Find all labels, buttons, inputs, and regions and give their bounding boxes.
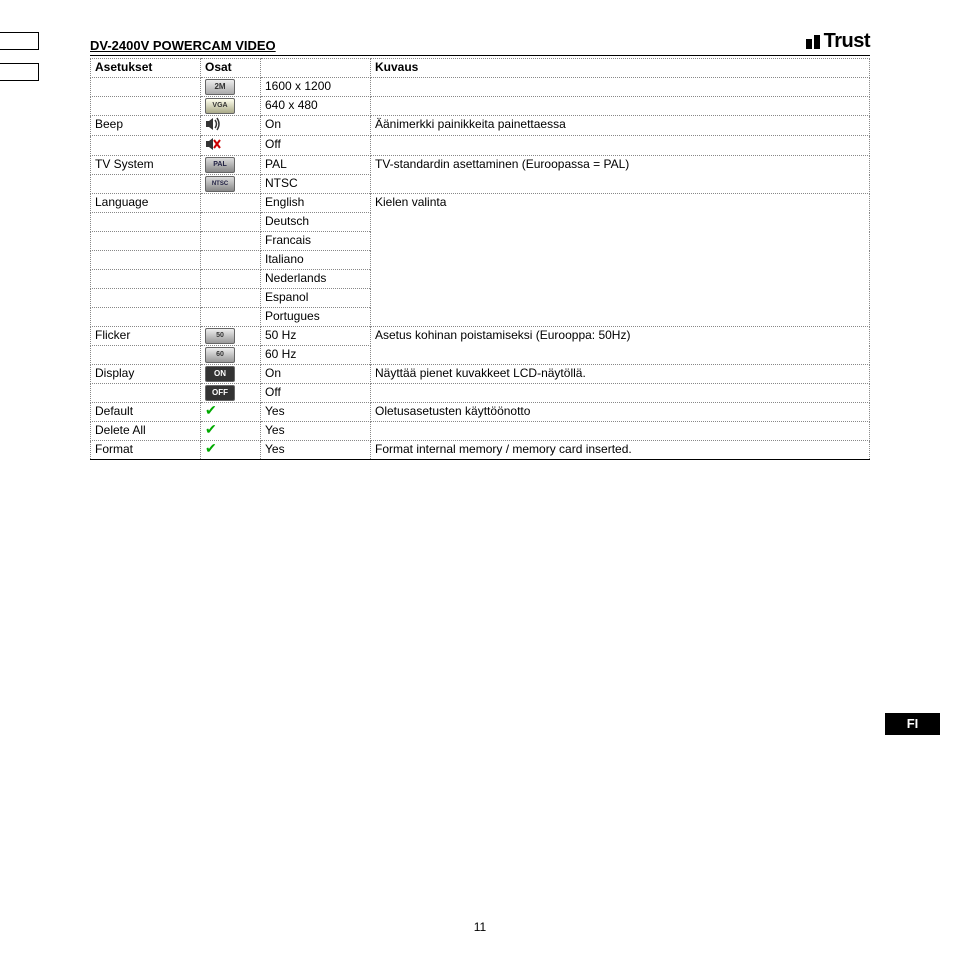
lang-it: Italiano <box>261 251 371 270</box>
check-icon: ✔ <box>205 421 217 437</box>
icon-on: ON <box>205 366 235 382</box>
check-icon: ✔ <box>205 402 217 418</box>
flicker-60: 60 Hz <box>261 346 371 365</box>
lang-de: Deutsch <box>261 213 371 232</box>
settings-table: Asetukset Osat Kuvaus 2M 1600 x 1200 VGA… <box>90 58 870 460</box>
format-yes: Yes <box>261 441 371 460</box>
language-badge: FI <box>885 713 940 735</box>
beep-off: Off <box>261 136 371 156</box>
speaker-off-icon <box>205 137 223 151</box>
lang-en: English <box>261 194 371 213</box>
default-desc: Oletusasetusten käyttöönotto <box>371 403 870 422</box>
brand-logo: Trust <box>806 30 870 53</box>
lang-es: Espanol <box>261 289 371 308</box>
product-title: DV-2400V POWERCAM VIDEO <box>90 38 276 53</box>
tvsys-pal: PAL <box>261 156 371 175</box>
icon-50hz: 50 <box>205 328 235 344</box>
icon-ntsc: NTSC <box>205 176 235 192</box>
row-default: Default <box>91 403 201 422</box>
col-asetukset: Asetukset <box>91 59 201 78</box>
res-1600: 1600 x 1200 <box>261 78 371 97</box>
row-tvsystem: TV System <box>91 156 201 175</box>
check-icon: ✔ <box>205 440 217 456</box>
icon-2m: 2M <box>205 79 235 95</box>
icon-60hz: 60 <box>205 347 235 363</box>
deleteall-yes: Yes <box>261 422 371 441</box>
row-beep: Beep <box>91 116 201 136</box>
default-yes: Yes <box>261 403 371 422</box>
row-format: Format <box>91 441 201 460</box>
lang-desc: Kielen valinta <box>371 194 870 327</box>
icon-vga: VGA <box>205 98 235 114</box>
res-640: 640 x 480 <box>261 97 371 116</box>
row-language: Language <box>91 194 201 213</box>
icon-pal: PAL <box>205 157 235 173</box>
lang-fr: Francais <box>261 232 371 251</box>
format-desc: Format internal memory / memory card ins… <box>371 441 870 460</box>
lang-pt: Portugues <box>261 308 371 327</box>
tvsys-ntsc: NTSC <box>261 175 371 194</box>
speaker-on-icon <box>205 117 223 131</box>
flicker-desc: Asetus kohinan poistamiseksi (Eurooppa: … <box>371 327 870 365</box>
page-number: 11 <box>0 920 960 934</box>
tvsys-desc: TV-standardin asettaminen (Euroopassa = … <box>371 156 870 194</box>
col-kuvaus: Kuvaus <box>371 59 870 78</box>
col-osat: Osat <box>201 59 261 78</box>
logo-text: Trust <box>824 30 870 53</box>
row-display: Display <box>91 365 201 384</box>
lang-nl: Nederlands <box>261 270 371 289</box>
beep-on: On <box>261 116 371 136</box>
row-deleteall: Delete All <box>91 422 201 441</box>
page-header: DV-2400V POWERCAM VIDEO Trust <box>90 30 870 56</box>
row-flicker: Flicker <box>91 327 201 346</box>
beep-desc: Äänimerkki painikkeita painettaessa <box>371 116 870 136</box>
icon-off: OFF <box>205 385 235 401</box>
display-desc: Näyttää pienet kuvakkeet LCD-näytöllä. <box>371 365 870 384</box>
display-off: Off <box>261 384 371 403</box>
flicker-50: 50 Hz <box>261 327 371 346</box>
display-on: On <box>261 365 371 384</box>
